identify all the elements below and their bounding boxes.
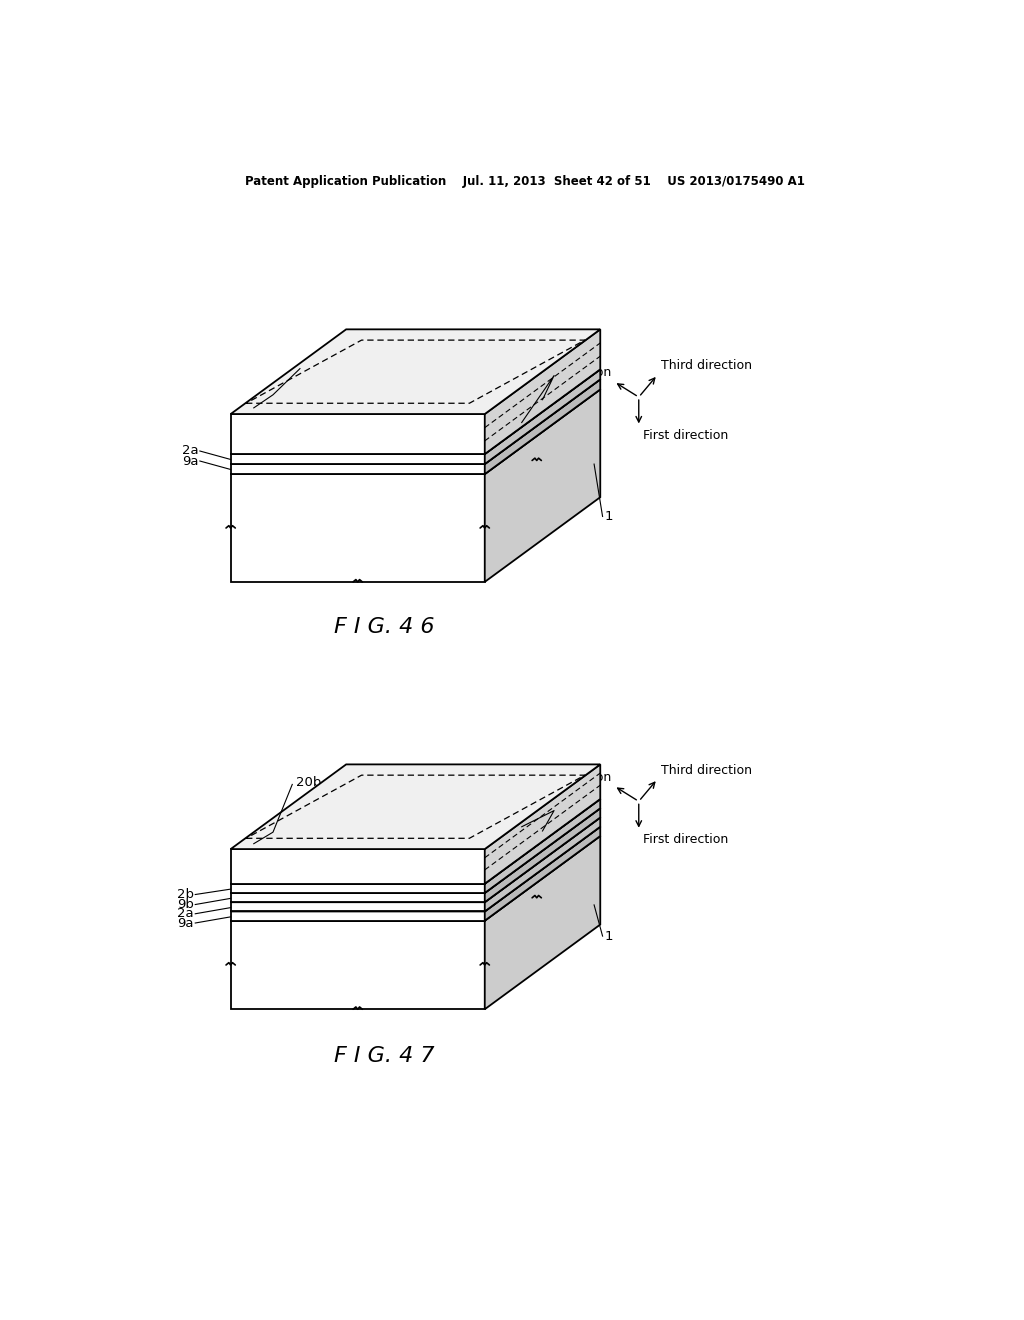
Text: 1: 1 <box>604 510 612 523</box>
Text: 9a: 9a <box>177 916 194 929</box>
Text: F I G. 4 7: F I G. 4 7 <box>335 1047 435 1067</box>
Polygon shape <box>484 764 600 884</box>
Polygon shape <box>484 370 600 465</box>
Polygon shape <box>230 836 600 921</box>
Text: 9b: 9b <box>177 898 194 911</box>
Polygon shape <box>230 799 600 884</box>
Polygon shape <box>230 330 600 414</box>
Polygon shape <box>484 330 600 454</box>
Text: Second direction: Second direction <box>506 771 611 784</box>
Polygon shape <box>230 764 600 849</box>
Polygon shape <box>230 389 600 474</box>
Text: 20a: 20a <box>523 417 548 430</box>
Text: 20b: 20b <box>296 776 322 788</box>
Text: Patent Application Publication    Jul. 11, 2013  Sheet 42 of 51    US 2013/01754: Patent Application Publication Jul. 11, … <box>245 176 805 189</box>
Polygon shape <box>484 379 600 474</box>
Text: Second direction: Second direction <box>506 366 611 379</box>
Polygon shape <box>230 379 600 465</box>
Text: 20b: 20b <box>523 822 549 834</box>
Polygon shape <box>484 799 600 892</box>
Polygon shape <box>484 817 600 911</box>
Text: 20a: 20a <box>304 360 329 372</box>
Polygon shape <box>230 849 484 884</box>
Polygon shape <box>484 389 600 582</box>
Text: Third direction: Third direction <box>660 359 752 372</box>
Polygon shape <box>484 808 600 903</box>
Text: 1: 1 <box>604 929 612 942</box>
Polygon shape <box>230 911 484 921</box>
Polygon shape <box>230 474 484 582</box>
Text: 9a: 9a <box>182 454 199 467</box>
Text: 2a: 2a <box>177 907 194 920</box>
Polygon shape <box>230 370 600 454</box>
Polygon shape <box>230 817 600 903</box>
Polygon shape <box>484 836 600 1010</box>
Polygon shape <box>230 884 484 892</box>
Text: First direction: First direction <box>643 833 728 846</box>
Polygon shape <box>230 826 600 911</box>
Polygon shape <box>230 903 484 911</box>
Polygon shape <box>230 808 600 892</box>
Polygon shape <box>230 892 484 903</box>
Text: First direction: First direction <box>643 429 728 442</box>
Polygon shape <box>230 454 484 465</box>
Polygon shape <box>484 826 600 921</box>
Text: 2a: 2a <box>181 445 199 458</box>
Text: Third direction: Third direction <box>660 764 752 776</box>
Polygon shape <box>230 465 484 474</box>
Text: F I G. 4 6: F I G. 4 6 <box>335 616 435 636</box>
Polygon shape <box>230 921 484 1010</box>
Polygon shape <box>230 414 484 454</box>
Text: 2b: 2b <box>177 888 194 902</box>
